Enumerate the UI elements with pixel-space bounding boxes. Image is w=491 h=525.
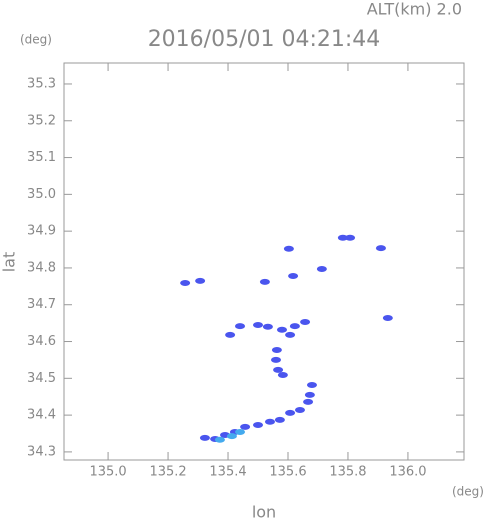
x-axis-label: lon <box>252 503 276 522</box>
y-tick-label: 35.2 <box>27 113 56 128</box>
y-axis-label: lat <box>0 252 19 273</box>
echo-point <box>235 429 246 436</box>
echo-point <box>304 391 315 398</box>
chart-title: 2016/05/01 04:21:44 <box>148 27 381 52</box>
y-tick-label: 34.4 <box>27 408 56 423</box>
y-tick-label: 35.0 <box>27 187 56 202</box>
echo-point <box>316 266 327 273</box>
echo-point <box>240 423 251 430</box>
echo-point <box>253 422 264 429</box>
echo-point <box>271 346 282 353</box>
y-tick-label: 34.3 <box>27 444 56 459</box>
echo-point <box>214 436 225 443</box>
echo-point <box>382 314 393 321</box>
echo-point <box>300 319 311 326</box>
x-tick-label: 135.2 <box>149 465 186 480</box>
echo-point <box>276 326 287 333</box>
x-tick-label: 135.8 <box>329 465 366 480</box>
y-tick-label: 34.8 <box>27 260 56 275</box>
x-tick-label: 135.6 <box>269 465 306 480</box>
echo-point <box>306 381 317 388</box>
y-tick-label: 34.7 <box>27 297 56 312</box>
echo-point <box>303 398 314 405</box>
y-tick-label: 34.5 <box>27 371 56 386</box>
echo-point <box>199 434 210 441</box>
y-tick-label: 35.1 <box>27 150 56 165</box>
y-tick-label: 34.9 <box>27 224 56 239</box>
echo-point <box>253 321 264 328</box>
x-tick-label: 135.0 <box>89 465 126 480</box>
echo-point <box>289 323 300 330</box>
y-unit: (deg) <box>20 33 52 47</box>
echo-point <box>375 245 386 252</box>
echo-point <box>235 323 246 330</box>
echo-point <box>264 418 275 425</box>
subtitle: ALT(km) 2.0 <box>367 0 462 19</box>
echo-point <box>180 280 191 287</box>
echo-point <box>283 245 294 252</box>
x-unit: (deg) <box>452 485 484 499</box>
echo-point <box>274 416 285 423</box>
x-tick-label: 135.4 <box>209 465 246 480</box>
echo-point <box>195 277 206 284</box>
echo-point <box>273 366 284 373</box>
echo-point <box>285 331 296 338</box>
echo-point <box>345 234 356 241</box>
plot-frame <box>63 62 465 461</box>
y-tick-label: 35.3 <box>27 76 56 91</box>
echo-point <box>277 372 288 379</box>
echo-point <box>288 273 299 280</box>
echo-point <box>270 356 281 363</box>
echo-point <box>225 331 236 338</box>
echo-point <box>294 406 305 413</box>
y-tick-label: 34.6 <box>27 334 56 349</box>
echo-point <box>337 234 348 241</box>
echo-point <box>259 278 270 285</box>
x-tick-label: 136.0 <box>389 465 426 480</box>
echo-point <box>285 409 296 416</box>
echo-point <box>226 433 237 440</box>
echo-point <box>262 323 273 330</box>
